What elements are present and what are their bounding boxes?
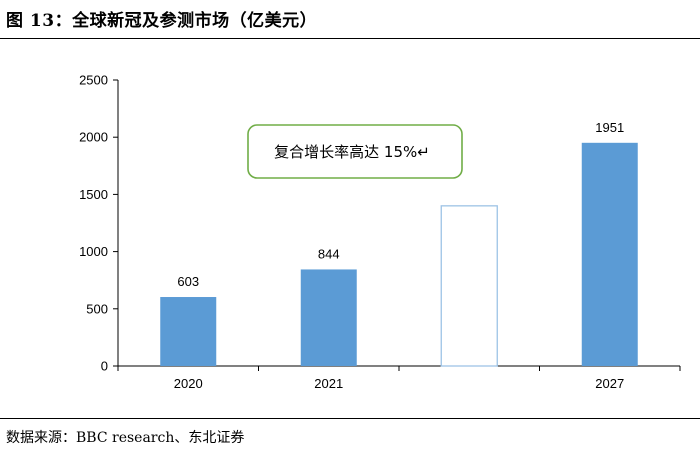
bottom-rule [0, 418, 700, 419]
callout-text: 复合增长率高达 15%↵ [274, 143, 430, 161]
y-tick-label: 1500 [79, 187, 108, 202]
y-axis: 0 500 1000 1500 2000 2500 [79, 73, 119, 374]
top-rule [0, 38, 700, 39]
y-tick-label: 0 [101, 359, 108, 374]
bar-chart: 0 500 1000 1500 2000 2500 2020 2021 2027 603 844… [79, 73, 681, 391]
x-tick-label-2021: 2021 [314, 376, 343, 391]
cagr-callout: 复合增长率高达 15%↵ [247, 124, 463, 179]
bar-2027 [581, 142, 638, 366]
data-label-2020: 603 [177, 274, 199, 289]
x-tick-label-2027: 2027 [595, 376, 624, 391]
figure-title: 图 13：全球新冠及参测市场（亿美元） [6, 11, 318, 31]
data-label-2027: 1951 [595, 120, 624, 135]
bar-2020 [160, 297, 217, 366]
source-note: 数据来源：BBC research、东北证券 [6, 430, 245, 446]
data-labels: 603 844 1951 [177, 120, 624, 289]
bar-2021 [300, 269, 357, 366]
y-tick-label: 1000 [79, 244, 108, 259]
y-tick-label: 500 [86, 301, 108, 316]
bar-hollow [440, 205, 498, 367]
callout-box [247, 124, 463, 179]
x-axis: 2020 2021 2027 [117, 365, 681, 391]
y-tick-label: 2000 [79, 130, 108, 145]
y-tick-label: 2500 [79, 73, 108, 88]
bars [160, 142, 638, 367]
x-tick-label-2020: 2020 [174, 376, 203, 391]
data-label-2021: 844 [318, 246, 340, 261]
